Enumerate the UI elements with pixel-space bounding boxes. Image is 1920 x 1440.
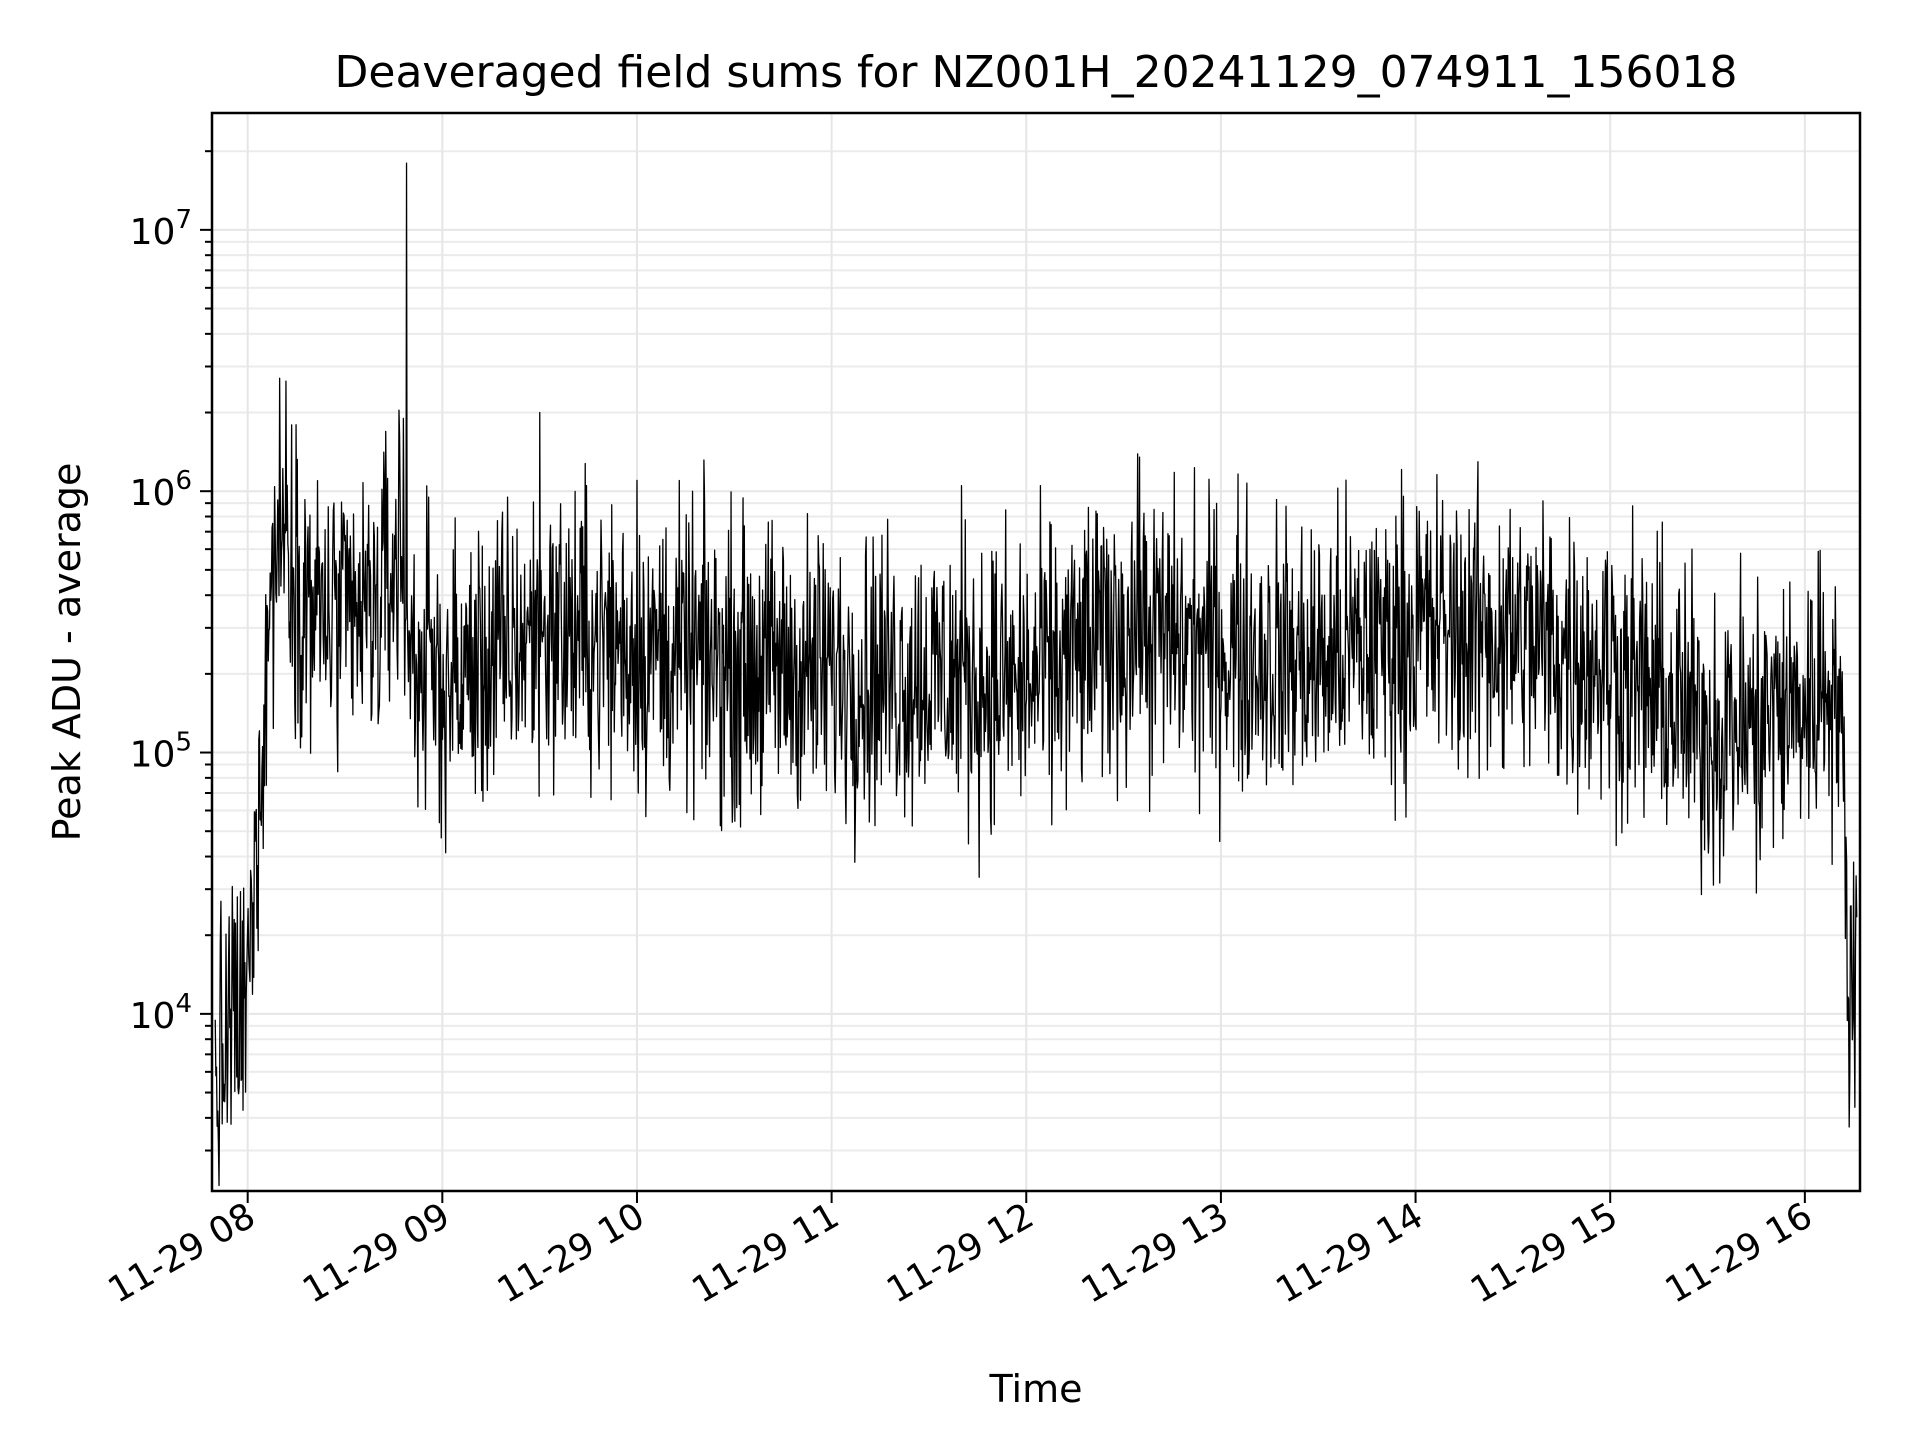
y-tick-label: 105 (130, 728, 192, 776)
chart-title: Deaveraged field sums for NZ001H_2024112… (335, 47, 1738, 98)
y-tick-label: 104 (130, 989, 192, 1037)
y-tick-label: 107 (130, 205, 192, 253)
grid (212, 113, 1860, 1191)
plot-frame (210, 111, 1862, 1193)
x-axis-label: Time (989, 1367, 1083, 1411)
y-axis-label: Peak ADU - average (45, 463, 89, 842)
y-tick-label: 106 (130, 466, 192, 514)
series-layer (214, 162, 1858, 1187)
series-line-0 (214, 162, 1858, 1187)
